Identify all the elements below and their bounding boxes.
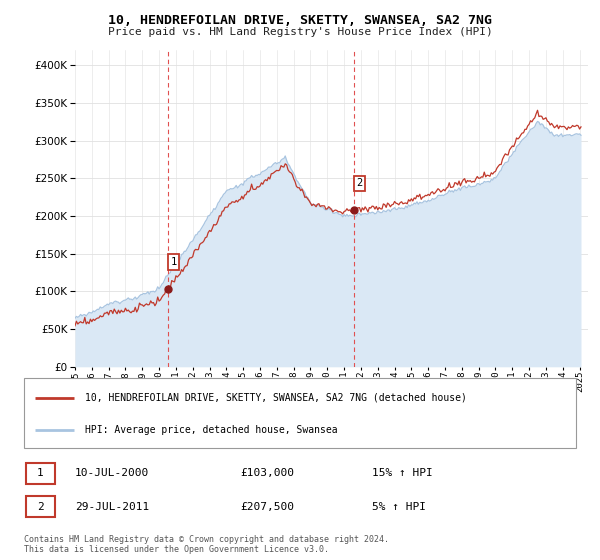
Text: 2: 2 [356,179,362,188]
Text: Contains HM Land Registry data © Crown copyright and database right 2024.
This d: Contains HM Land Registry data © Crown c… [24,535,389,554]
Text: 2: 2 [37,502,44,512]
Text: £103,000: £103,000 [240,468,294,478]
Text: 29-JUL-2011: 29-JUL-2011 [75,502,149,512]
Text: 5% ↑ HPI: 5% ↑ HPI [372,502,426,512]
Text: 15% ↑ HPI: 15% ↑ HPI [372,468,433,478]
Text: 10-JUL-2000: 10-JUL-2000 [75,468,149,478]
Text: 10, HENDREFOILAN DRIVE, SKETTY, SWANSEA, SA2 7NG: 10, HENDREFOILAN DRIVE, SKETTY, SWANSEA,… [108,14,492,27]
Text: Price paid vs. HM Land Registry's House Price Index (HPI): Price paid vs. HM Land Registry's House … [107,27,493,37]
FancyBboxPatch shape [26,496,55,517]
FancyBboxPatch shape [26,463,55,484]
Text: 10, HENDREFOILAN DRIVE, SKETTY, SWANSEA, SA2 7NG (detached house): 10, HENDREFOILAN DRIVE, SKETTY, SWANSEA,… [85,393,467,403]
Text: 1: 1 [170,257,177,267]
Text: 1: 1 [37,468,44,478]
Text: £207,500: £207,500 [240,502,294,512]
Text: HPI: Average price, detached house, Swansea: HPI: Average price, detached house, Swan… [85,425,337,435]
FancyBboxPatch shape [24,378,576,448]
